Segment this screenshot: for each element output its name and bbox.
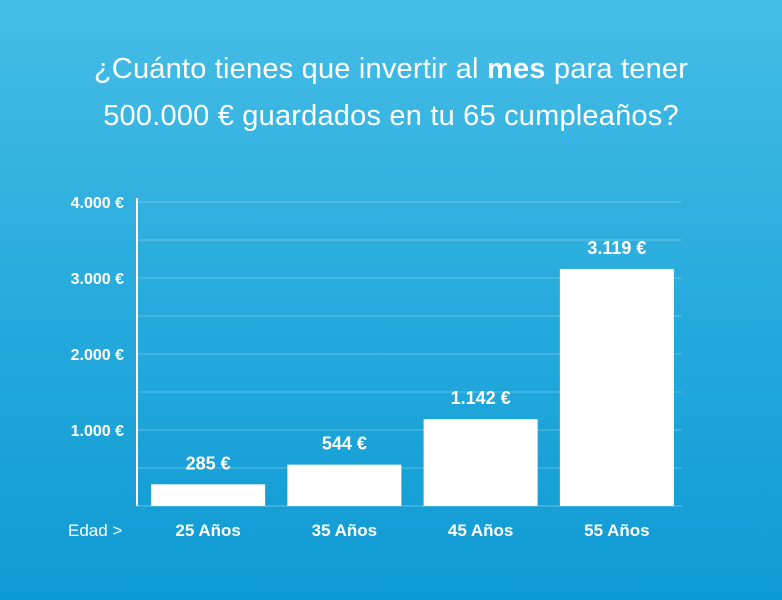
bar-55-años bbox=[559, 268, 674, 506]
x-tick-label: 35 Años bbox=[312, 521, 378, 540]
title-line-1: ¿Cuánto tienes que invertir al mes para … bbox=[0, 46, 782, 93]
y-tick-label: 3.000 € bbox=[71, 271, 124, 288]
bar-value-label: 544 € bbox=[322, 434, 367, 454]
x-tick-label: 25 Años bbox=[175, 521, 241, 540]
x-axis-label: Edad > bbox=[68, 521, 122, 540]
chart-title: ¿Cuánto tienes que invertir al mes para … bbox=[0, 46, 782, 140]
bar-value-label: 285 € bbox=[186, 453, 231, 473]
x-tick-label: 55 Años bbox=[584, 521, 650, 540]
y-tick-label: 2.000 € bbox=[71, 347, 124, 364]
bar-value-label: 3.119 € bbox=[587, 238, 646, 258]
x-tick-label: 45 Años bbox=[448, 521, 514, 540]
title-text-bold: mes bbox=[486, 53, 546, 85]
title-text-end: para tener bbox=[545, 53, 689, 85]
bar-value-label: 1.142 € bbox=[451, 388, 511, 408]
title-text-start: ¿Cuánto tienes que invertir al bbox=[93, 53, 487, 85]
bar-35-años bbox=[287, 464, 402, 506]
title-line-2: 500.000 € guardados en tu 65 cumpleaños? bbox=[103, 100, 679, 132]
bar-25-años bbox=[151, 484, 266, 506]
bar-45-años bbox=[423, 419, 538, 506]
y-tick-label: 1.000 € bbox=[71, 423, 124, 440]
y-tick-label: 4.000 € bbox=[71, 195, 124, 212]
